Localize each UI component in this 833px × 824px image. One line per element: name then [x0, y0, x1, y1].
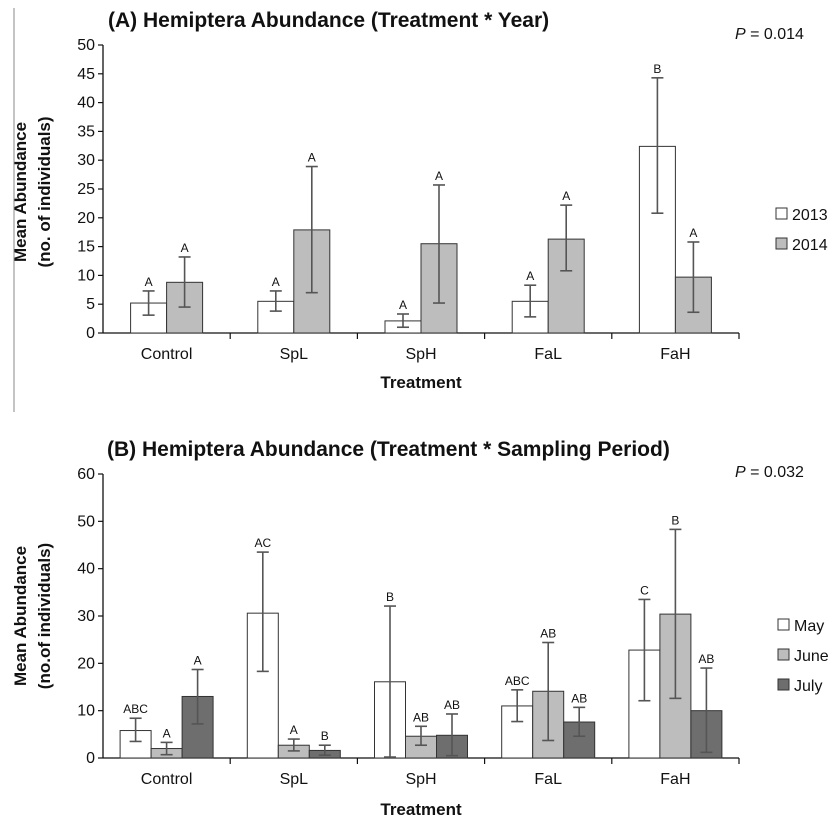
panel-a-title: (A) Hemiptera Abundance (Treatment * Yea…	[108, 9, 549, 32]
significance-letter: ABC	[505, 674, 530, 688]
significance-letter: A	[526, 269, 534, 283]
significance-letter: B	[321, 729, 329, 743]
panel-b-p-value: P = 0.032	[735, 464, 804, 481]
significance-letter: C	[640, 583, 649, 597]
y-tick-label: 0	[86, 750, 95, 767]
y-tick-label: 40	[77, 95, 95, 112]
legend-swatch-2013	[775, 207, 788, 220]
significance-letter: A	[194, 653, 202, 667]
panel-a-xlabel: Treatment	[380, 373, 462, 392]
x-category-label: Control	[141, 346, 193, 363]
x-category-label: SpH	[405, 771, 436, 788]
x-category-label: FaH	[660, 771, 690, 788]
y-tick-label: 50	[77, 513, 95, 530]
y-tick-label: 25	[77, 181, 95, 198]
legend-swatch-july	[777, 678, 790, 691]
y-tick-label: 0	[86, 325, 95, 342]
significance-letter: A	[399, 298, 407, 312]
significance-letter: B	[671, 513, 679, 527]
significance-letter: A	[272, 275, 280, 289]
significance-letter: AC	[254, 536, 271, 550]
y-tick-label: 10	[77, 267, 95, 284]
significance-letter: B	[653, 62, 661, 76]
significance-letter: AB	[540, 627, 556, 641]
significance-letter: A	[435, 169, 443, 183]
y-tick-label: 20	[77, 210, 95, 227]
significance-letter: B	[386, 590, 394, 604]
significance-letter: AB	[571, 691, 587, 705]
y-tick-label: 35	[77, 123, 95, 140]
significance-letter: A	[308, 151, 316, 165]
panel-a-ylabel-line2: (no. of individuals)	[35, 116, 54, 267]
significance-letter: A	[562, 189, 570, 203]
significance-letter: A	[689, 226, 697, 240]
panel-a-ylabel-line1: Mean Abundance	[11, 122, 30, 262]
y-tick-label: 5	[86, 296, 95, 313]
panel-b-ylabel-line2: (no.of individuals)	[35, 543, 54, 689]
legend-label-june: June	[794, 648, 829, 665]
panel-b-xlabel: Treatment	[380, 800, 462, 819]
legend-label-2014: 2014	[792, 237, 828, 254]
significance-letter: A	[290, 723, 298, 737]
x-category-label: Control	[141, 771, 193, 788]
significance-letter: A	[163, 726, 171, 740]
panel-a: (A) Hemiptera Abundance (Treatment * Yea…	[11, 9, 828, 392]
significance-letter: AB	[698, 652, 714, 666]
x-category-label: SpH	[405, 346, 436, 363]
legend-swatch-june	[777, 648, 790, 661]
significance-letter: A	[181, 241, 189, 255]
significance-letter: ABC	[123, 702, 148, 716]
y-tick-label: 45	[77, 66, 95, 83]
x-category-label: FaH	[660, 346, 690, 363]
y-tick-label: 15	[77, 239, 95, 256]
significance-letter: AB	[413, 710, 429, 724]
panel-b-ylabel-line1: Mean Abundance	[11, 546, 30, 686]
y-tick-label: 40	[77, 561, 95, 578]
x-category-label: FaL	[534, 346, 562, 363]
panel-a-p-value: P = 0.014	[735, 26, 804, 43]
legend-label-july: July	[794, 678, 822, 695]
y-tick-label: 30	[77, 152, 95, 169]
legend-label-2013: 2013	[792, 207, 828, 224]
significance-letter: A	[145, 275, 153, 289]
panel-b-legend: May June July	[777, 618, 829, 695]
x-category-label: SpL	[280, 771, 309, 788]
y-tick-label: 60	[77, 466, 95, 483]
legend-swatch-2014	[775, 237, 788, 250]
legend-swatch-may	[777, 618, 790, 631]
x-category-label: FaL	[534, 771, 562, 788]
y-tick-label: 20	[77, 655, 95, 672]
legend-label-may: May	[794, 618, 824, 635]
x-category-label: SpL	[280, 346, 309, 363]
y-tick-label: 30	[77, 608, 95, 625]
significance-letter: AB	[444, 698, 460, 712]
panel-a-legend: 2013 2014	[775, 207, 828, 254]
y-tick-label: 50	[77, 37, 95, 54]
panel-b: (B) Hemiptera Abundance (Treatment * Sam…	[11, 438, 829, 819]
panel-a-plot: 0 5 10 15 20 25 30 35 40 45 50 Control A A SpL A A SpH A A F…	[77, 37, 740, 363]
y-tick-label: 10	[77, 703, 95, 720]
bar-may	[501, 705, 534, 759]
panel-b-title: (B) Hemiptera Abundance (Treatment * Sam…	[107, 438, 670, 461]
